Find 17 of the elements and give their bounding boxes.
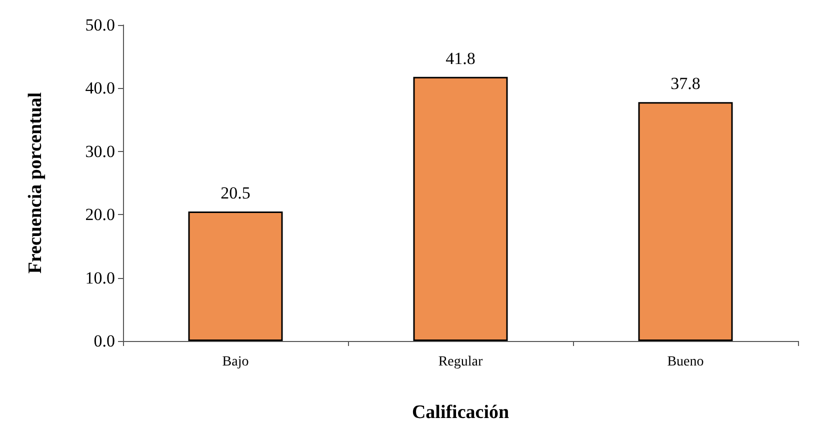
- y-tick-label: 40.0: [85, 78, 115, 98]
- y-tick-label: 0.0: [94, 332, 115, 350]
- bar: [638, 102, 733, 341]
- y-tick-label: 20.0: [85, 205, 115, 224]
- x-tick-label: Bajo: [222, 354, 249, 370]
- x-axis-title: Calificación: [412, 402, 510, 423]
- y-tick-label: 30.0: [85, 142, 115, 161]
- data-label: 20.5: [220, 183, 250, 202]
- bar: [188, 211, 283, 341]
- y-tick-label: 10.0: [85, 268, 115, 288]
- y-tick-label: 50.0: [85, 16, 115, 34]
- data-label: 41.8: [446, 48, 476, 68]
- x-tick-label: Regular: [438, 354, 483, 370]
- y-axis-title: Frecuencia porcentual: [25, 92, 46, 274]
- bar: [413, 76, 508, 341]
- data-label: 37.8: [670, 74, 700, 94]
- x-tick-label: Bueno: [667, 354, 704, 370]
